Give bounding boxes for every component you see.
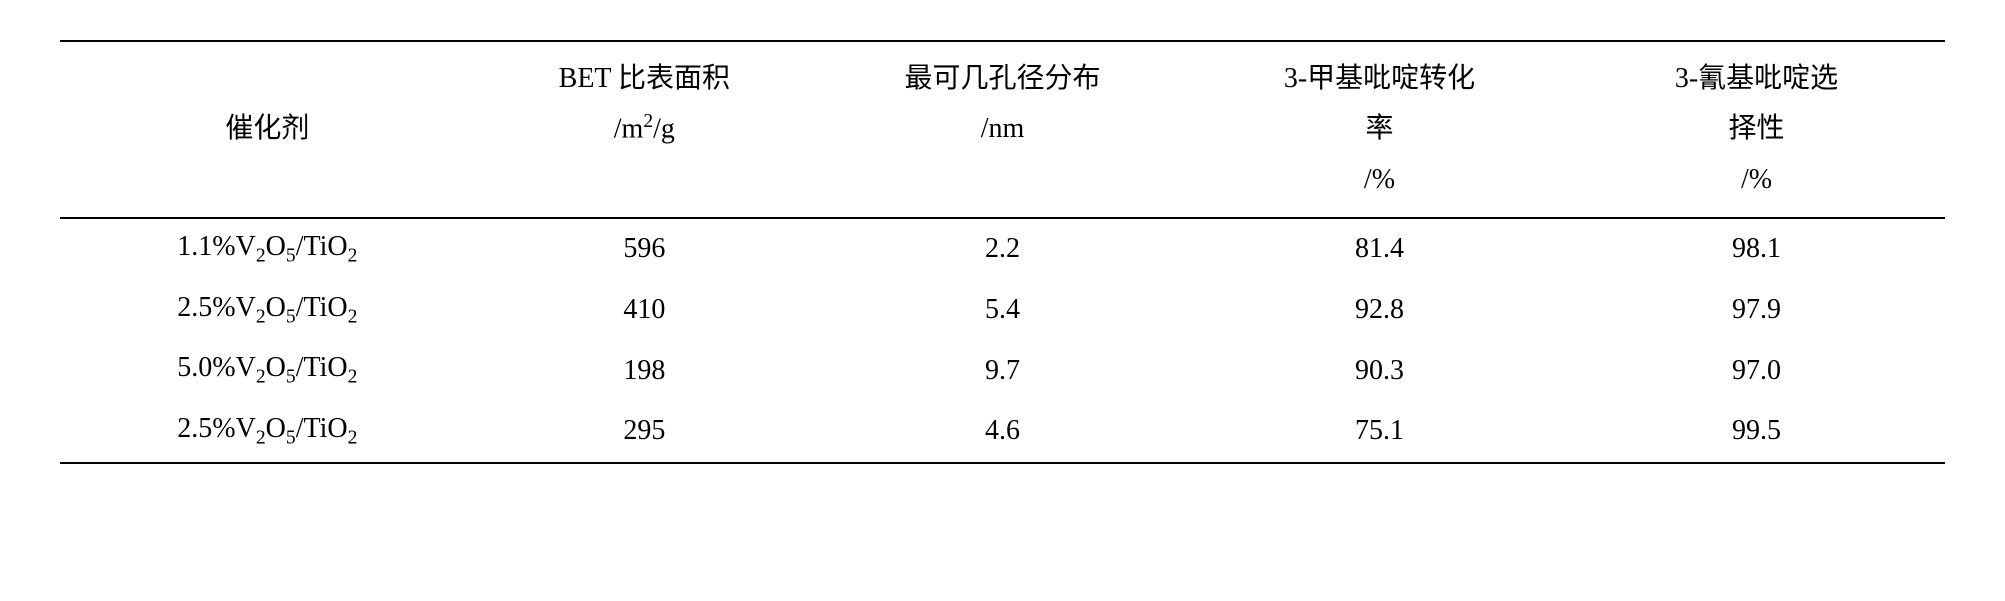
table-row: 2.5%V2O5/TiO2 410 5.4 92.8 97.9 bbox=[60, 280, 1945, 341]
table-row: 5.0%V2O5/TiO2 198 9.7 90.3 97.0 bbox=[60, 340, 1945, 401]
header-text: 3-甲基吡啶转化 bbox=[1284, 63, 1475, 94]
cell-catalyst: 5.0%V2O5/TiO2 bbox=[60, 340, 475, 401]
col-header-pore: 最可几孔径分布 /nm bbox=[814, 41, 1191, 218]
catalyst-table: 催化剂 BET 比表面积 /m2/g 最可几孔径分布 /nm 3-甲基吡啶转化 … bbox=[60, 40, 1945, 464]
header-text: 率 bbox=[1365, 113, 1393, 144]
cell-conversion: 90.3 bbox=[1191, 340, 1568, 401]
header-text: /nm bbox=[981, 113, 1025, 144]
cell-conversion: 75.1 bbox=[1191, 401, 1568, 463]
header-sup: 2 bbox=[643, 111, 653, 132]
cell-catalyst: 1.1%V2O5/TiO2 bbox=[60, 218, 475, 280]
cell-conversion: 92.8 bbox=[1191, 280, 1568, 341]
col-header-catalyst: 催化剂 bbox=[60, 41, 475, 218]
table-row: 2.5%V2O5/TiO2 295 4.6 75.1 99.5 bbox=[60, 401, 1945, 463]
cell-pore: 9.7 bbox=[814, 340, 1191, 401]
header-text: /% bbox=[1741, 164, 1772, 195]
col-header-bet: BET 比表面积 /m2/g bbox=[475, 41, 814, 218]
header-text: 择性 bbox=[1728, 113, 1784, 144]
header-text: /% bbox=[1364, 164, 1395, 195]
cell-bet: 596 bbox=[475, 218, 814, 280]
cell-selectivity: 98.1 bbox=[1568, 218, 1945, 280]
cell-catalyst: 2.5%V2O5/TiO2 bbox=[60, 280, 475, 341]
cell-pore: 4.6 bbox=[814, 401, 1191, 463]
header-text: 催化剂 bbox=[225, 113, 309, 144]
cell-conversion: 81.4 bbox=[1191, 218, 1568, 280]
cell-bet: 410 bbox=[475, 280, 814, 341]
header-text: BET 比表面积 bbox=[559, 63, 730, 94]
header-text: 3-氰基吡啶选 bbox=[1675, 63, 1838, 94]
cell-pore: 2.2 bbox=[814, 218, 1191, 280]
cell-pore: 5.4 bbox=[814, 280, 1191, 341]
cell-bet: 198 bbox=[475, 340, 814, 401]
cell-selectivity: 97.0 bbox=[1568, 340, 1945, 401]
header-text: /m bbox=[614, 114, 644, 145]
cell-bet: 295 bbox=[475, 401, 814, 463]
header-text: 最可几孔径分布 bbox=[904, 63, 1100, 94]
table-row: 1.1%V2O5/TiO2 596 2.2 81.4 98.1 bbox=[60, 218, 1945, 280]
cell-catalyst: 2.5%V2O5/TiO2 bbox=[60, 401, 475, 463]
table-header-row: 催化剂 BET 比表面积 /m2/g 最可几孔径分布 /nm 3-甲基吡啶转化 … bbox=[60, 41, 1945, 218]
col-header-conversion: 3-甲基吡啶转化 率 /% bbox=[1191, 41, 1568, 218]
col-header-selectivity: 3-氰基吡啶选 择性 /% bbox=[1568, 41, 1945, 218]
cell-selectivity: 97.9 bbox=[1568, 280, 1945, 341]
header-text: /g bbox=[653, 114, 675, 145]
cell-selectivity: 99.5 bbox=[1568, 401, 1945, 463]
